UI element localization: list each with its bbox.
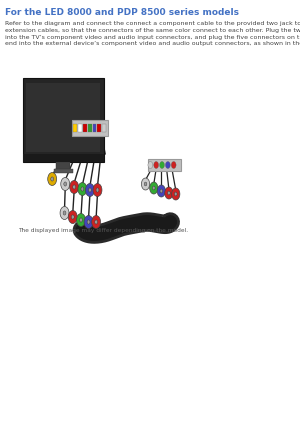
- Circle shape: [84, 215, 93, 229]
- Circle shape: [73, 185, 76, 189]
- Circle shape: [93, 184, 102, 196]
- Circle shape: [85, 184, 94, 196]
- Circle shape: [92, 215, 100, 229]
- Circle shape: [88, 188, 92, 192]
- Circle shape: [141, 178, 150, 190]
- Circle shape: [80, 218, 82, 222]
- Circle shape: [61, 178, 70, 190]
- Circle shape: [165, 187, 173, 199]
- Circle shape: [171, 162, 176, 168]
- Bar: [23, 78, 104, 162]
- Circle shape: [144, 182, 147, 186]
- Circle shape: [71, 215, 74, 219]
- Bar: [56, 162, 70, 170]
- Circle shape: [78, 182, 87, 195]
- Circle shape: [174, 192, 177, 196]
- Circle shape: [63, 211, 66, 215]
- Bar: [53, 169, 73, 173]
- Text: For the LED 8000 and PDP 8500 series models: For the LED 8000 and PDP 8500 series mod…: [5, 8, 239, 17]
- Circle shape: [60, 206, 69, 220]
- Circle shape: [51, 177, 54, 181]
- Circle shape: [148, 162, 153, 168]
- Bar: [23, 154, 104, 162]
- Text: The displayed image may differ depending on the model.: The displayed image may differ depending…: [18, 228, 188, 233]
- Text: Refer to the diagram and connect the connect a component cable to the provided t: Refer to the diagram and connect the con…: [5, 21, 300, 46]
- Circle shape: [168, 191, 170, 195]
- Circle shape: [68, 210, 77, 223]
- Circle shape: [160, 189, 163, 193]
- Bar: [74, 124, 77, 132]
- Circle shape: [96, 188, 99, 192]
- Circle shape: [87, 220, 90, 224]
- Circle shape: [95, 220, 98, 224]
- Circle shape: [81, 187, 84, 191]
- Bar: [102, 124, 106, 132]
- Circle shape: [157, 185, 165, 197]
- Circle shape: [172, 188, 180, 200]
- Bar: [78, 124, 82, 132]
- Circle shape: [154, 162, 159, 168]
- Bar: [98, 124, 101, 132]
- Bar: [83, 124, 87, 132]
- Circle shape: [70, 181, 79, 193]
- Bar: [26, 83, 100, 152]
- Circle shape: [165, 162, 170, 168]
- Bar: [93, 124, 97, 132]
- Circle shape: [48, 173, 57, 186]
- Bar: [88, 124, 92, 132]
- Circle shape: [152, 186, 155, 190]
- Bar: [72, 120, 108, 136]
- Circle shape: [160, 162, 164, 168]
- Circle shape: [64, 182, 67, 186]
- Circle shape: [76, 214, 85, 226]
- Circle shape: [150, 182, 158, 194]
- Bar: [148, 159, 181, 171]
